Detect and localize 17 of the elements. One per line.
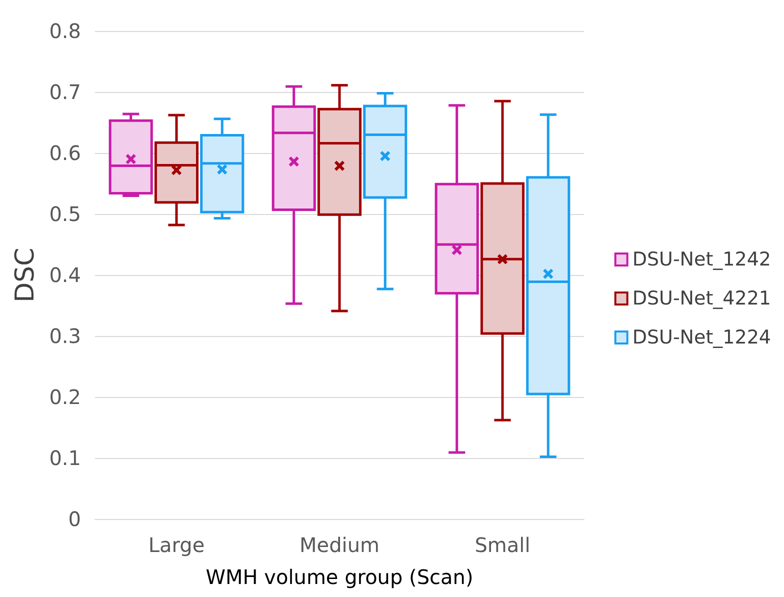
y-tick-label: 0.2	[49, 385, 81, 409]
legend-label: DSU-Net_1242	[632, 248, 772, 270]
y-tick-label: 0.1	[49, 446, 81, 470]
y-tick-label: 0.3	[49, 324, 81, 348]
y-tick-label: 0.8	[49, 19, 81, 43]
legend-label: DSU-Net_4221	[632, 288, 772, 310]
y-axis-title: DSC	[10, 248, 40, 302]
y-tick-label: 0.7	[49, 80, 81, 104]
y-tick-label: 0.5	[49, 202, 81, 226]
y-tick-label: 0.6	[49, 141, 81, 165]
x-axis-title: WMH volume group (Scan)	[206, 565, 474, 589]
x-tick-label: Medium	[300, 533, 380, 557]
y-tick-label: 0	[68, 507, 81, 531]
x-tick-label: Small	[474, 533, 530, 557]
x-tick-label: Large	[148, 533, 205, 557]
legend-label: DSU-Net_1224	[632, 326, 772, 348]
y-tick-label: 0.4	[49, 263, 81, 287]
